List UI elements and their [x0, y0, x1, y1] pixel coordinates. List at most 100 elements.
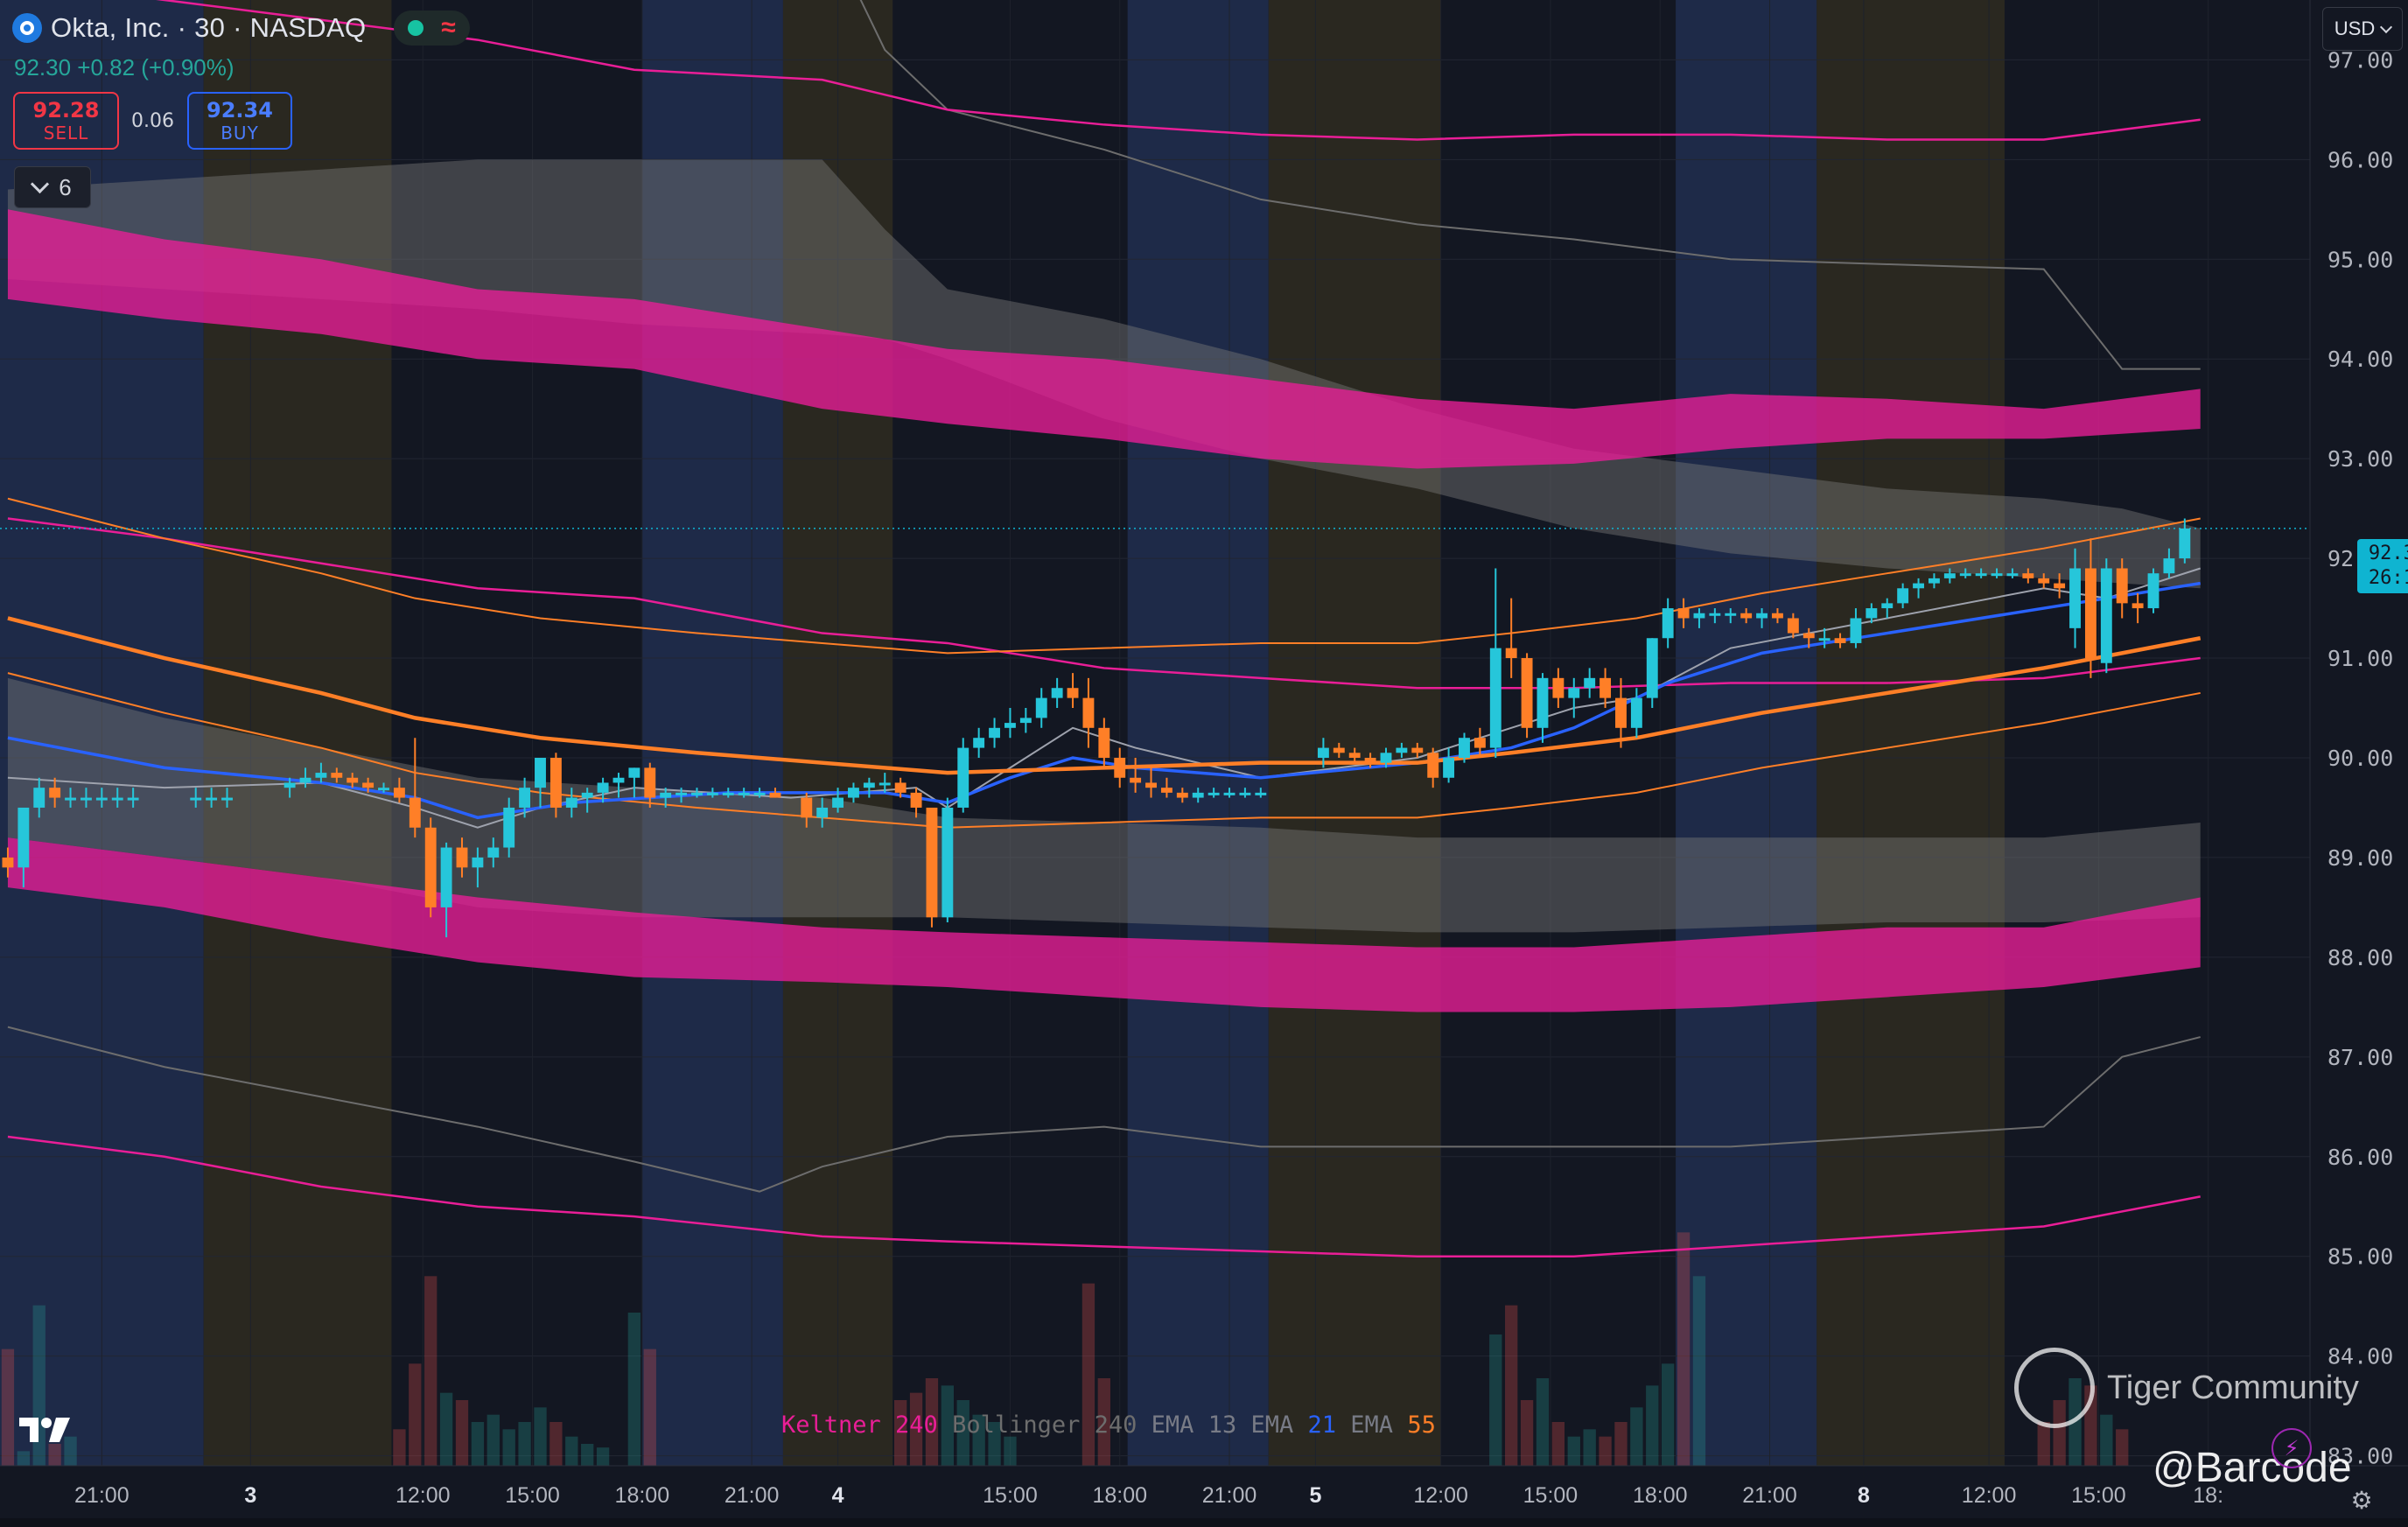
price-axis[interactable]: 83.00 84.00 85.00 86.00 87.00 88.00 89.00 90.00…	[2309, 0, 2408, 1469]
candle-body	[1489, 648, 1502, 748]
candle-body	[581, 792, 593, 798]
candle-body	[691, 792, 703, 795]
time-tick-label: 18:	[2193, 1483, 2223, 1508]
volume-bar	[486, 1414, 500, 1466]
volume-bar	[471, 1422, 485, 1466]
candle-body	[1474, 738, 1486, 748]
candle-body	[346, 777, 359, 783]
legend-name: EMA	[1350, 1411, 1408, 1439]
candle-body	[18, 807, 30, 868]
time-tick-label: 8	[1858, 1483, 1870, 1508]
candle-body	[206, 797, 218, 801]
candle-body	[676, 792, 688, 795]
time-tick-label: 12:00	[1962, 1483, 2017, 1508]
candle-body	[565, 797, 578, 808]
candle-body	[2054, 583, 2066, 589]
volume-bar	[956, 1400, 970, 1466]
volume-bar	[1567, 1436, 1580, 1466]
candle-body	[221, 797, 233, 801]
volume-bar	[455, 1400, 469, 1466]
keltner-upper-band	[7, 209, 2201, 469]
candle-body	[1568, 688, 1580, 698]
volume-bar	[534, 1407, 547, 1466]
session-band-after	[203, 0, 392, 1466]
candle-body	[1223, 792, 1236, 795]
candle-body	[644, 767, 656, 798]
price-tick-label: 96.00	[2328, 147, 2393, 172]
market-open-dot-icon	[408, 20, 424, 36]
time-axis[interactable]: 21:00 3 12:00 15:00 18:00 21:00 4 15:00 18:00 21:…	[0, 1465, 2408, 1518]
candle-body	[535, 757, 546, 788]
price-axis-background	[2310, 0, 2408, 1466]
candle-body	[2006, 573, 2019, 577]
volume-bar	[1082, 1283, 1096, 1466]
symbol-title[interactable]: Okta, Inc. · 30 · NASDAQ	[51, 12, 367, 43]
legend-param: 21	[1307, 1411, 1351, 1439]
price-change-quote: 92.30 +0.82 (+0.90%)	[14, 54, 234, 81]
candle-body	[1051, 688, 1063, 698]
indicators-collapse-button[interactable]: 6	[14, 166, 91, 208]
candle-body	[2179, 528, 2191, 559]
price-tick-label: 88.00	[2328, 945, 2393, 970]
volume-bar	[1551, 1422, 1565, 1466]
candle-body	[49, 788, 61, 798]
candle-body	[769, 792, 781, 798]
currency-selector[interactable]: USD	[2322, 7, 2403, 51]
chevron-down-icon	[31, 174, 50, 193]
chevron-down-icon	[2380, 20, 2393, 33]
volume-bar	[893, 1400, 907, 1466]
candle-body	[1630, 697, 1642, 728]
keltner-inner-line	[7, 517, 2201, 690]
candle-body	[1584, 677, 1596, 689]
volume-bar	[941, 1385, 955, 1466]
time-tick-label: 21:00	[724, 1483, 780, 1508]
candle-body	[424, 827, 437, 907]
tradingview-logo-icon[interactable]	[18, 1412, 72, 1447]
indicator-lines	[0, 0, 2310, 1257]
candle-body	[127, 797, 139, 801]
candle-body	[1521, 658, 1533, 728]
lightning-icon[interactable]: ⚡	[2272, 1428, 2312, 1468]
indicator-legend[interactable]: Keltner 240 Bollinger 240 EMA 13 EMA 21 …	[781, 1411, 1436, 1439]
candle-body	[1192, 792, 1204, 798]
candle-body	[440, 847, 452, 907]
tiger-logo-icon	[2014, 1348, 2095, 1428]
volume-bar	[1599, 1436, 1612, 1466]
time-tick-label: 18:00	[1092, 1483, 1147, 1508]
volume-bar	[2100, 1414, 2113, 1466]
volume-bar	[1662, 1363, 1675, 1466]
candle-body	[863, 782, 875, 788]
volume-bar	[596, 1447, 610, 1466]
ema21-line	[7, 581, 2201, 820]
symbol-header: Okta, Inc. · 30 · NASDAQ ≈	[12, 11, 470, 46]
price-tick-label: 89.00	[2328, 845, 2393, 871]
candle-body	[1802, 633, 1815, 639]
time-tick-label: 15:00	[983, 1483, 1038, 1508]
candle-body	[1004, 723, 1016, 728]
volume-bar	[1692, 1276, 1706, 1466]
session-band-pre	[1676, 0, 1817, 1466]
gear-icon[interactable]: ⚙	[2350, 1486, 2373, 1514]
price-tick-label: 85.00	[2328, 1244, 2393, 1270]
candle-body	[1662, 608, 1674, 639]
bar-countdown: 26:16	[2368, 567, 2408, 589]
sell-button[interactable]: 92.28 SELL	[13, 92, 119, 150]
candle-body	[1818, 638, 1830, 641]
ema55-offset-line	[7, 672, 2201, 829]
volume-bar	[1520, 1400, 1534, 1466]
buy-button[interactable]: 92.34 BUY	[187, 92, 292, 150]
candle-body	[1411, 747, 1424, 753]
candle-body	[597, 782, 609, 793]
candle-body	[80, 797, 92, 801]
candle-body	[1176, 792, 1188, 798]
volume-bar	[925, 1378, 939, 1466]
time-tick-label: 15:00	[1523, 1483, 1578, 1508]
volume-bar	[1489, 1334, 1502, 1466]
volume-bar	[627, 1313, 641, 1466]
candle-body	[848, 788, 859, 798]
candle-body	[2100, 568, 2112, 663]
candle-body	[612, 777, 625, 783]
status-pill[interactable]: ≈	[394, 11, 470, 46]
legend-param: 240	[1094, 1411, 1152, 1439]
